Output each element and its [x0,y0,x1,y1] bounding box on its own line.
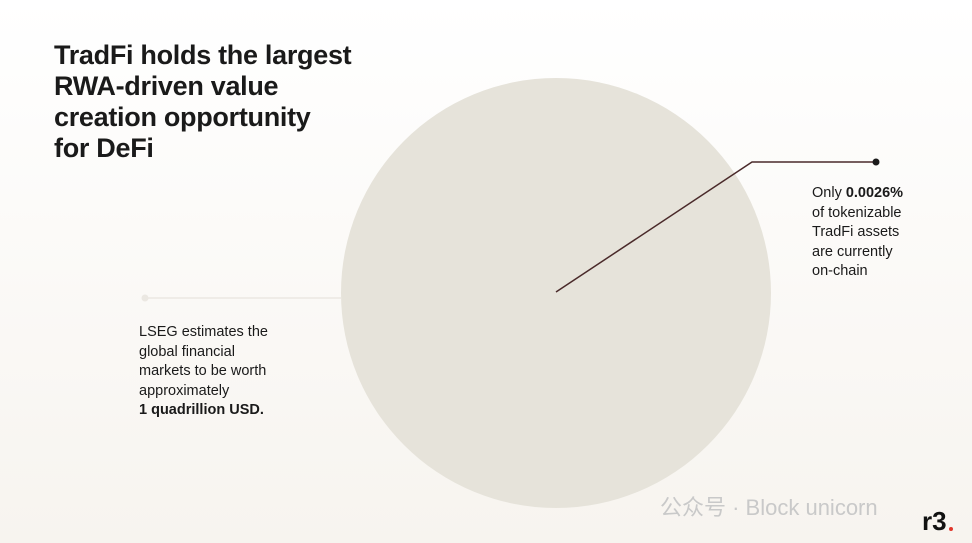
note-highlight: 0.0026% [845,185,904,201]
right-leader [555,161,876,293]
watermark: 公众号 · Block unicorn [660,495,878,520]
note-line: approximately [139,382,230,399]
note-highlight: 1 quadrillion USD. [139,402,264,418]
title-line: TradFi holds the largest [54,40,352,70]
right-leader-dot [872,158,880,166]
left-leader-dot [141,294,149,302]
note-line: Only 0.0026% [812,184,903,204]
left-note: LSEG estimates the global financial market… [139,323,268,421]
note-line: of tokenizable [812,204,902,221]
logo-text: r3 [922,506,947,536]
title-line: for DeFi [54,133,154,163]
title-line: creation opportunity [54,102,311,132]
logo: r3 [922,506,953,537]
note-line: LSEG estimates the [139,324,268,340]
note-line: TradFi assets [812,224,900,240]
note-line: global financial [139,343,235,360]
logo-dot [948,527,953,531]
note-text: Only [812,185,842,201]
note-line: are currently [812,243,893,260]
market-circle [341,78,771,508]
title: TradFi holds the largest RWA-driven value… [54,40,352,164]
title-line: RWA-driven value [54,71,279,101]
note-line: on-chain [812,263,868,279]
right-note: Only 0.0026% of tokenizable TradFi assets a… [812,184,903,282]
note-line: markets to be worth [139,363,267,379]
